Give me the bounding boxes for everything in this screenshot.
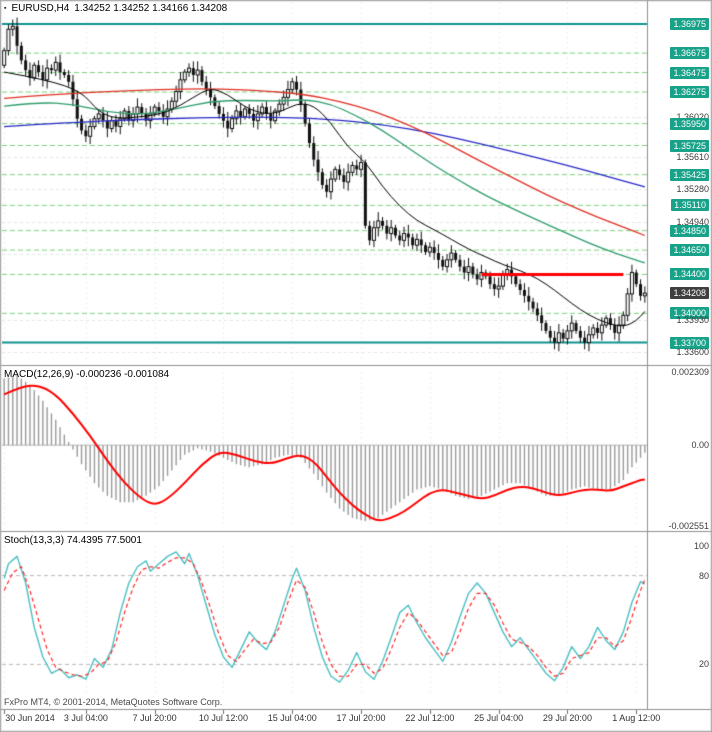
- price-level-badge: 1.35950: [670, 118, 709, 130]
- price-grid-label: 1.35610: [676, 152, 709, 162]
- time-axis-label: 1 Aug 12:00: [612, 713, 661, 723]
- ohlc-readout: 1.34252 1.34252 1.34166 1.34208: [74, 3, 228, 14]
- price-level-badge: 1.33700: [670, 337, 709, 349]
- price-level-badge: 1.35425: [670, 169, 709, 181]
- time-axis-label: 10 Jul 12:00: [198, 713, 248, 723]
- price-level-badge: 1.34850: [670, 225, 709, 237]
- time-axis-label: 22 Jul 12:00: [405, 713, 455, 723]
- time-axis-label: 3 Jul 04:00: [63, 713, 108, 723]
- stoch-indicator-label: Stoch(13,3,3) 74.4395 77.5001: [4, 535, 142, 546]
- price-level-badge: 1.36275: [670, 86, 709, 98]
- time-axis-label: 29 Jul 20:00: [542, 713, 592, 723]
- time-axis[interactable]: 30 Jun 2014 3 Jul 04:00 7 Jul 20:00 10 Jul …: [0, 710, 712, 732]
- price-level-badge: 1.36975: [670, 18, 709, 30]
- time-axis-label: 25 Jul 04:00: [474, 713, 524, 723]
- macd-indicator-label: MACD(12,26,9) -0.000236 -0.001084: [4, 369, 170, 380]
- macd-panel[interactable]: [0, 366, 647, 531]
- symbol-timeframe-label: EURUSD,H4: [11, 3, 70, 14]
- price-level-badge: 1.36475: [670, 67, 709, 79]
- price-level-badge: 1.35110: [671, 199, 709, 211]
- price-grid-label: 1.36020: [676, 112, 709, 122]
- price-scale[interactable]: 1.36975 1.36675 1.36475 1.36275 1.36020 1.359…: [648, 0, 712, 710]
- chart-title: ▪ EURUSD,H4 1.34252 1.34252 1.34166 1.34…: [4, 3, 227, 14]
- macd-scale-label: 0.00: [691, 440, 709, 450]
- time-axis-label: 7 Jul 20:00: [132, 713, 177, 723]
- current-price-badge: 1.34208: [670, 287, 709, 299]
- price-grid-label: 1.33930: [676, 315, 709, 325]
- time-axis-label: 30 Jun 2014: [5, 713, 55, 723]
- macd-scale-label: -0.002551: [668, 521, 709, 531]
- time-axis-label: 15 Jul 04:00: [267, 713, 317, 723]
- stoch-scale-label: 80: [698, 571, 709, 581]
- price-level-badge: 1.34400: [670, 268, 709, 280]
- price-level-badge: 1.34000: [670, 307, 709, 319]
- stoch-scale-label: 100: [693, 541, 709, 551]
- price-level-badge: 1.36675: [670, 47, 709, 59]
- stoch-panel[interactable]: [0, 532, 647, 709]
- price-grid-label: 1.35280: [676, 184, 709, 194]
- price-grid-label: 1.34940: [676, 217, 709, 227]
- price-grid-label: 1.33600: [676, 347, 709, 357]
- macd-scale-label: 0.002309: [671, 367, 709, 377]
- time-axis-label: 17 Jul 20:00: [336, 713, 386, 723]
- stoch-scale-label: 20: [698, 659, 709, 669]
- copyright-text: FxPro MT4, © 2001-2014, MetaQuotes Softw…: [4, 697, 223, 707]
- main-chart-panel[interactable]: [0, 0, 647, 365]
- symbol-marker-icon: ▪: [4, 4, 7, 12]
- price-level-badge: 1.35725: [670, 140, 709, 152]
- price-level-badge: 1.34650: [670, 244, 709, 256]
